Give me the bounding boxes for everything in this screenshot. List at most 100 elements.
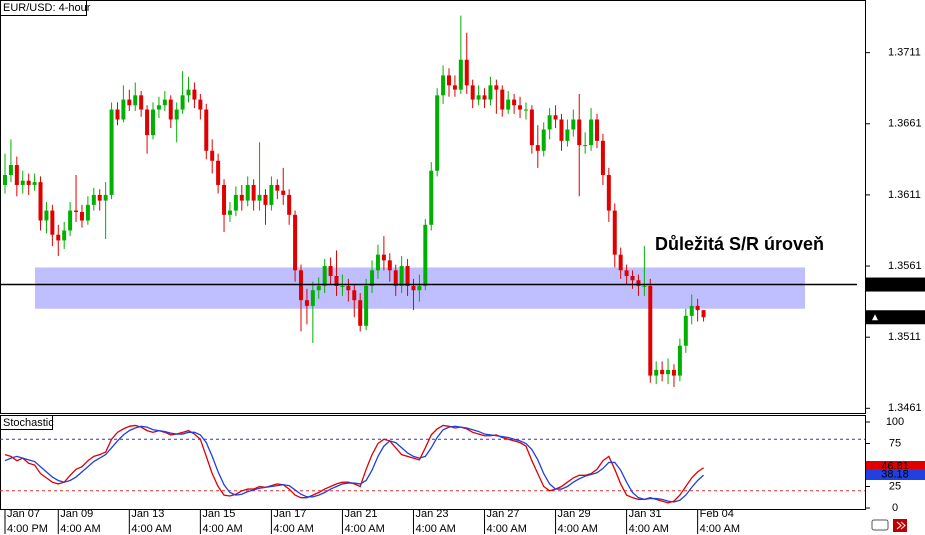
indicator-value-label: 38.18 [881, 468, 909, 480]
candle-body [577, 119, 582, 146]
x-tick-label: Feb 04 [700, 508, 734, 520]
candle-body [304, 300, 309, 306]
candle-body [654, 369, 659, 376]
candle-body [168, 99, 173, 120]
candle-body [293, 214, 298, 271]
y-tick-label: 100 [886, 416, 904, 428]
candle-body [251, 184, 256, 201]
x-tick-time: 4:00 AM [558, 523, 598, 535]
candle-body [671, 369, 676, 376]
x-tick-time: 4:00 AM [131, 523, 171, 535]
candle-body [233, 194, 238, 211]
candle-body [145, 109, 150, 136]
candle-body [139, 95, 144, 110]
candle-body [162, 99, 167, 106]
candle-body [121, 99, 126, 120]
candle-body [91, 194, 96, 205]
candle-body [97, 194, 102, 201]
x-tick-time: 4:00 AM [415, 523, 455, 535]
candle-body [352, 290, 357, 301]
candle-body [227, 210, 232, 215]
candle-body [559, 119, 564, 141]
candle-body [322, 266, 327, 286]
candle-body [589, 119, 594, 146]
candle-body [109, 109, 114, 195]
candle-body [334, 276, 339, 286]
candle-body [103, 194, 108, 201]
stochastic-line [4, 424, 704, 504]
candle-body [358, 300, 363, 326]
y-tick-label: 1.3511 [888, 331, 921, 343]
candle-body [269, 184, 274, 205]
candle-body [435, 95, 440, 171]
candle-body [3, 174, 7, 185]
title-box [0, 0, 87, 16]
candle-body [316, 285, 321, 291]
candle-body [393, 270, 398, 286]
candle-body [660, 369, 665, 375]
candle-body [565, 129, 570, 141]
x-tick-time: 4:00 AM [60, 523, 100, 535]
candle-body [245, 184, 250, 201]
candle-body [476, 95, 481, 100]
candle-body [666, 369, 671, 375]
candle-body [529, 109, 534, 146]
candle-body [346, 285, 351, 291]
candle-body [370, 270, 375, 286]
candle-body [210, 150, 215, 161]
candle-body [239, 194, 244, 201]
x-tick-time: 4:00 AM [273, 523, 313, 535]
candle-body [512, 99, 517, 106]
stochastic-panel [0, 415, 866, 510]
indicator-title-box [0, 415, 53, 430]
indicator-title: Stochastic [3, 417, 54, 429]
candle-body [417, 285, 422, 291]
candle-body [174, 109, 179, 120]
candle-body [257, 194, 262, 201]
candle-body [683, 315, 688, 346]
x-tick-label: Jan 13 [131, 508, 164, 520]
candle-body [32, 182, 37, 185]
indicator-value-box [866, 469, 925, 480]
candle-body [216, 160, 221, 185]
chart-title: EUR/USD: 4-hour [3, 2, 91, 14]
candle-body [547, 115, 552, 130]
close-icon[interactable] [893, 519, 907, 532]
candle-body [79, 211, 84, 221]
candle-body [281, 190, 286, 195]
candle-body [630, 276, 635, 281]
x-tick-label: Jan 21 [344, 508, 377, 520]
candle-body [381, 254, 386, 261]
scroll-icon[interactable] [871, 519, 889, 531]
candle-body [74, 210, 79, 212]
candle-body [198, 99, 203, 110]
candle-body [50, 210, 55, 235]
candle-body [20, 180, 25, 185]
candle-body [192, 89, 197, 100]
x-tick-time: 4:00 AM [344, 523, 384, 535]
candle-body [488, 85, 493, 100]
candle-body [310, 290, 315, 306]
candle-body [553, 115, 558, 120]
candle-body [464, 59, 469, 86]
candle-body [595, 119, 599, 141]
candle-body [648, 285, 653, 376]
candle-body [38, 182, 43, 221]
x-tick-label: Jan 27 [487, 508, 520, 520]
candle-body [677, 345, 682, 376]
candle-body [405, 266, 410, 286]
candle-body [701, 310, 706, 318]
candle-body [541, 129, 546, 151]
candle-body [115, 109, 120, 120]
x-tick-label: Jan 31 [629, 508, 662, 520]
candle-body [600, 140, 605, 175]
candle-body [328, 266, 333, 276]
candle-body [186, 89, 191, 96]
y-tick-label: 1.3561 [888, 260, 922, 272]
candle-body [56, 234, 61, 241]
candle-body [423, 224, 428, 286]
x-tick-label: Jan 29 [558, 508, 591, 520]
last-price-label: 1.3525 [888, 311, 922, 323]
